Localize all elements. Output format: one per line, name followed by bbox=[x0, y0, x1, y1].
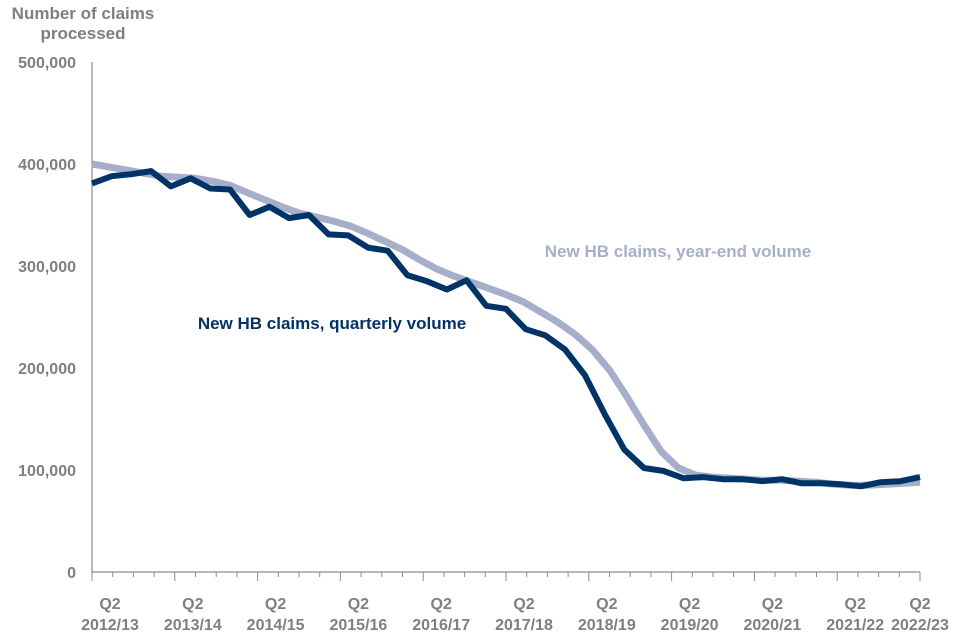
x-tick-quarter: Q2 bbox=[762, 596, 783, 613]
x-tick-quarter: Q2 bbox=[845, 596, 866, 613]
x-tick-quarter: Q2 bbox=[265, 596, 286, 613]
x-tick-year: 2022/23 bbox=[891, 617, 949, 634]
series-line bbox=[90, 168, 921, 490]
series-annotation: New HB claims, year-end volume bbox=[545, 242, 811, 261]
x-tick-year: 2017/18 bbox=[495, 617, 553, 634]
x-tick-quarter: Q2 bbox=[182, 596, 203, 613]
x-tick-year: 2021/22 bbox=[826, 617, 884, 634]
x-tick-quarter: Q2 bbox=[596, 596, 617, 613]
y-tick-label: 200,000 bbox=[18, 361, 76, 378]
x-tick-year: 2013/14 bbox=[164, 617, 222, 634]
y-tick-label: 300,000 bbox=[18, 259, 76, 276]
y-axis-ticks: 0 100,000 200,000 300,000 400,000 500,000 bbox=[18, 55, 76, 582]
x-tick-year: 2015/16 bbox=[329, 617, 387, 634]
x-tick-year: 2019/20 bbox=[661, 617, 719, 634]
y-tick-label: 100,000 bbox=[18, 463, 76, 480]
x-tick-quarter: Q2 bbox=[431, 596, 452, 613]
y-tick-label: 400,000 bbox=[18, 157, 76, 174]
y-tick-label: 0 bbox=[67, 565, 76, 582]
y-axis-title: Number of claims processed bbox=[11, 4, 155, 43]
x-tick-year: 2018/19 bbox=[578, 617, 636, 634]
x-tick-quarter: Q2 bbox=[513, 596, 534, 613]
x-tick-quarter: Q2 bbox=[679, 596, 700, 613]
series-lines bbox=[90, 160, 921, 490]
x-tick-year: 2016/17 bbox=[412, 617, 470, 634]
x-tick-quarter: Q2 bbox=[348, 596, 369, 613]
y-tick-label: 500,000 bbox=[18, 55, 76, 72]
series-annotation: New HB claims, quarterly volume bbox=[198, 314, 466, 333]
x-tick-year: 2020/21 bbox=[743, 617, 801, 634]
x-tick-year: 2014/15 bbox=[247, 617, 305, 634]
x-tick-quarter: Q2 bbox=[99, 596, 120, 613]
x-tick-year: 2012/13 bbox=[81, 617, 139, 634]
x-tick-quarter: Q2 bbox=[909, 596, 930, 613]
series-annotations: New HB claims, year-end volume New HB cla… bbox=[198, 242, 811, 333]
x-axis-ticks: Q2 2012/13 Q2 2013/14 Q2 2014/15 Q2 2015/16 Q2 20… bbox=[81, 572, 949, 634]
